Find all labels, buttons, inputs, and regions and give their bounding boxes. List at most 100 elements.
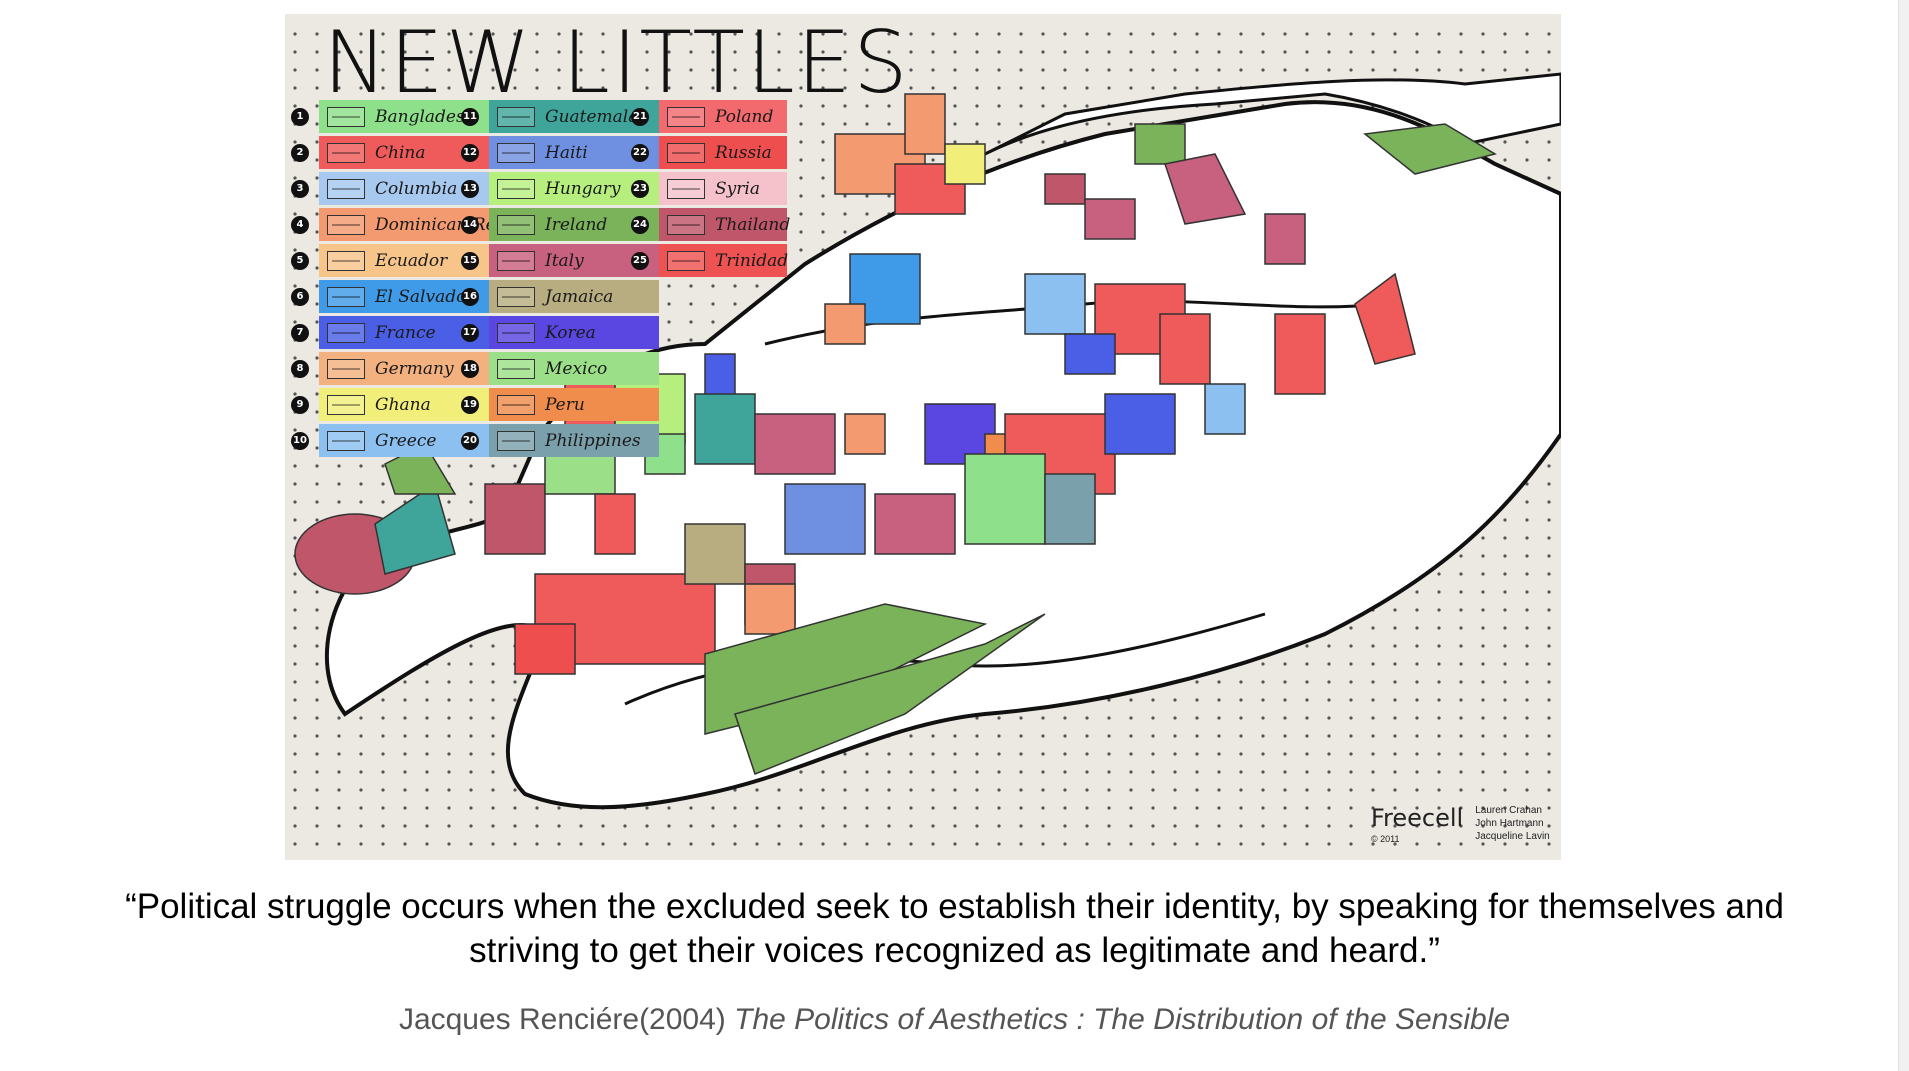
grid-dot [1547, 32, 1551, 36]
legend-column-3: 21 Poland 22 Russia 23 Syria 24 Thailand 25 Trini… [631, 100, 790, 280]
grid-dot [1173, 824, 1177, 828]
page-scrollbar[interactable] [1898, 0, 1909, 1071]
grid-dot [623, 86, 627, 90]
grid-dot [931, 734, 935, 738]
grid-dot [315, 500, 319, 504]
grid-dot [1107, 734, 1111, 738]
grid-dot [315, 590, 319, 594]
grid-dot [843, 104, 847, 108]
grid-dot [293, 482, 297, 486]
grid-dot [1349, 680, 1353, 684]
grid-dot [1547, 464, 1551, 468]
grid-dot [1459, 842, 1463, 846]
grid-dot [1437, 32, 1441, 36]
grid-dot [293, 536, 297, 540]
grid-dot [1107, 752, 1111, 756]
grid-dot [1415, 662, 1419, 666]
grid-dot [975, 104, 979, 108]
grid-dot [821, 230, 825, 234]
grid-dot [821, 212, 825, 216]
flag-icon [327, 250, 365, 271]
legend-color-swatch: France [319, 316, 489, 349]
grid-dot [953, 104, 957, 108]
grid-dot [315, 482, 319, 486]
grid-dot [1239, 32, 1243, 36]
grid-dot [1481, 716, 1485, 720]
grid-dot [293, 356, 297, 360]
grid-dot [1129, 50, 1133, 54]
grid-dot [865, 842, 869, 846]
grid-dot [1525, 788, 1529, 792]
grid-dot [1437, 734, 1441, 738]
grid-dot [667, 824, 671, 828]
grid-dot [645, 50, 649, 54]
grid-dot [315, 194, 319, 198]
grid-dot [1547, 608, 1551, 612]
grid-dot [1437, 824, 1441, 828]
grid-dot [535, 50, 539, 54]
legend-number-badge: 18 [461, 359, 479, 378]
grid-dot [359, 788, 363, 792]
grid-dot [1525, 770, 1529, 774]
grid-dot [381, 770, 385, 774]
grid-dot [755, 806, 759, 810]
grid-dot [1129, 716, 1133, 720]
grid-dot [469, 644, 473, 648]
grid-dot [315, 446, 319, 450]
grid-dot [645, 32, 649, 36]
grid-dot [1503, 788, 1507, 792]
flag-icon [327, 358, 365, 379]
grid-dot [1239, 770, 1243, 774]
grid-dot [711, 68, 715, 72]
grid-dot [1349, 662, 1353, 666]
grid-dot [975, 140, 979, 144]
grid-dot [1041, 734, 1045, 738]
legend-number-badge: 1 [291, 107, 309, 126]
grid-dot [1283, 680, 1287, 684]
legend-item: 18 Mexico [461, 352, 659, 385]
grid-dot [821, 770, 825, 774]
grid-dot [601, 50, 605, 54]
grid-dot [975, 32, 979, 36]
grid-dot [1481, 752, 1485, 756]
grid-dot [777, 842, 781, 846]
legend-number-badge: 2 [291, 143, 309, 162]
grid-dot [1129, 122, 1133, 126]
grid-dot [425, 32, 429, 36]
grid-dot [1195, 824, 1199, 828]
grid-dot [425, 788, 429, 792]
grid-dot [337, 842, 341, 846]
grid-dot [1305, 842, 1309, 846]
grid-dot [1481, 698, 1485, 702]
grid-dot [315, 50, 319, 54]
map-credit: Freecell © 2011 Lauren Crahan John Hartm… [1371, 804, 1550, 844]
grid-dot [1151, 842, 1155, 846]
grid-dot [1503, 68, 1507, 72]
legend-country-name: Italy [545, 250, 584, 271]
grid-dot [1239, 806, 1243, 810]
grid-dot [1151, 752, 1155, 756]
grid-dot [1525, 140, 1529, 144]
legend-country-name: Philippines [545, 430, 641, 451]
grid-dot [1239, 734, 1243, 738]
grid-dot [689, 302, 693, 306]
grid-dot [1195, 842, 1199, 846]
grid-dot [1481, 50, 1485, 54]
grid-dot [1063, 788, 1067, 792]
legend-number-badge: 19 [461, 395, 479, 414]
grid-dot [1151, 698, 1155, 702]
grid-dot [1173, 806, 1177, 810]
legend-country-name: Columbia [375, 178, 458, 199]
grid-dot [1085, 104, 1089, 108]
grid-dot [755, 32, 759, 36]
grid-dot [1261, 680, 1265, 684]
grid-dot [315, 266, 319, 270]
grid-dot [293, 284, 297, 288]
grid-dot [293, 716, 297, 720]
grid-dot [1547, 644, 1551, 648]
grid-dot [1503, 698, 1507, 702]
grid-dot [447, 842, 451, 846]
grid-dot [1327, 698, 1331, 702]
grid-dot [1437, 788, 1441, 792]
flag-icon [667, 250, 705, 271]
